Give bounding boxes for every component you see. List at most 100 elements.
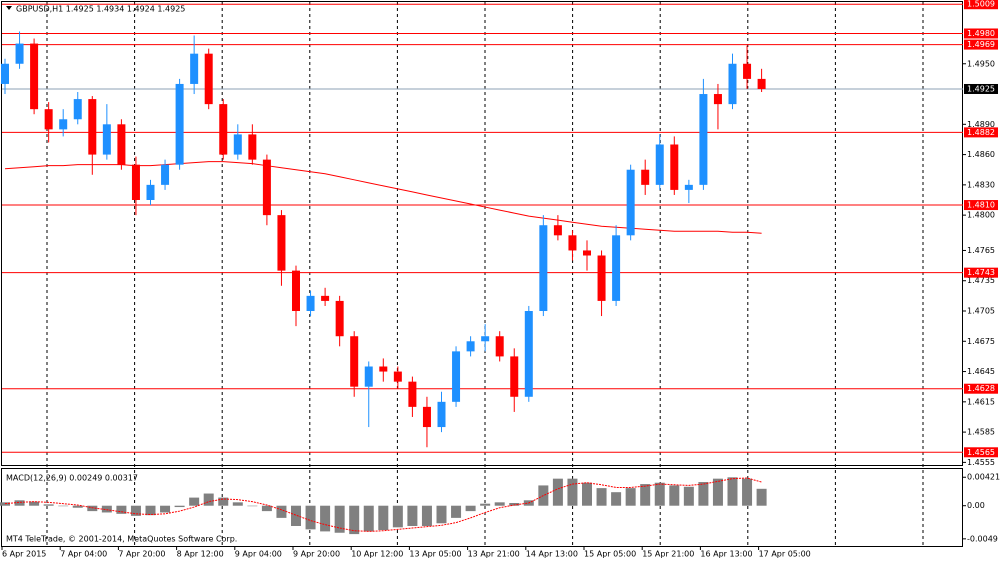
macd-frame <box>1 468 963 547</box>
level-tag <box>964 0 998 10</box>
candle-body <box>655 144 664 185</box>
y-tick-label: 1.4800 <box>967 211 995 220</box>
y-tick-label: 1.4615 <box>967 397 995 406</box>
macd-bar <box>58 505 69 507</box>
macd-signal <box>4 477 762 532</box>
macd-bar <box>567 478 578 506</box>
macd-bar <box>509 503 520 506</box>
macd-bar <box>465 505 476 512</box>
y-tick-label: 1.4585 <box>967 428 995 437</box>
x-tick-label: 6 Apr 2015 <box>2 550 46 559</box>
macd-bar <box>756 488 767 506</box>
macd-bar <box>160 505 171 513</box>
macd-bar <box>189 497 200 506</box>
y-tick-label: 1.4735 <box>967 276 995 285</box>
price-label: 1.4925 <box>967 84 995 93</box>
macd-bar <box>291 505 301 526</box>
macd-bar <box>669 485 680 506</box>
macd-bar <box>363 505 374 532</box>
x-tick-label: 14 Apr 13:00 <box>526 550 578 559</box>
level-label: 1.4882 <box>967 128 995 137</box>
candle-body <box>422 406 431 428</box>
level-tag <box>964 28 998 39</box>
x-tick-label: 16 Apr 13:00 <box>700 550 752 559</box>
level-tag <box>964 383 998 394</box>
candle-body <box>15 43 24 64</box>
candle-body <box>408 381 417 407</box>
candle-body <box>1 63 9 84</box>
macd-bar <box>305 505 316 530</box>
candle-body <box>437 401 446 428</box>
y-tick-label: 1.4675 <box>967 337 995 346</box>
candle-body <box>553 225 562 236</box>
level-tag <box>964 447 998 458</box>
candle-body <box>641 169 650 185</box>
candle-body <box>233 134 242 155</box>
symbol-header: GBPUSD,H1 1.4925 1.4934 1.4924 1.4925 <box>16 5 185 14</box>
main-frame <box>1 1 963 466</box>
level-label: 1.4565 <box>967 448 995 457</box>
y-tick-label: 1.4860 <box>967 150 995 159</box>
candle-body <box>102 124 111 155</box>
candle-body <box>306 295 315 312</box>
x-tick-label: 7 Apr 04:00 <box>60 550 107 559</box>
x-tick-label: 15 Apr 05:00 <box>584 550 636 559</box>
candle-body <box>277 215 286 271</box>
candle-body <box>73 99 82 120</box>
y-tick-label: 0.00 <box>967 501 985 510</box>
level-tag <box>964 200 998 211</box>
candle-body <box>393 371 402 382</box>
macd-bar <box>29 501 40 506</box>
level-label: 1.5009 <box>967 0 995 9</box>
y-tick-label: -0.0049 <box>967 534 998 543</box>
macd-bar <box>640 484 651 506</box>
macd-bar <box>218 497 229 506</box>
level-label: 1.4969 <box>967 40 995 49</box>
candle-body <box>568 235 577 251</box>
macd-bar <box>421 505 432 526</box>
moving-average <box>4 161 762 234</box>
candle-body <box>161 164 170 185</box>
macd-bar <box>101 505 112 513</box>
x-tick-label: 8 Apr 12:00 <box>177 550 224 559</box>
macd-bar <box>145 505 156 516</box>
y-tick-label: 1.4765 <box>967 246 995 255</box>
y-tick-label: 1.4830 <box>967 180 995 189</box>
macd-bar <box>436 505 447 524</box>
y-tick-label: 0.00421 <box>967 473 1000 482</box>
x-tick-label: 9 Apr 04:00 <box>235 550 282 559</box>
candle-body <box>684 184 693 190</box>
candle-body <box>219 104 228 155</box>
candle-body <box>481 336 490 342</box>
x-tick-label: 15 Apr 21:00 <box>642 550 694 559</box>
candle-body <box>204 53 213 105</box>
candle-body <box>146 184 155 200</box>
macd-bar <box>683 486 694 506</box>
candle-body <box>670 144 679 190</box>
candle-body <box>292 270 300 312</box>
candle-body <box>379 366 388 372</box>
macd-bar <box>116 505 127 514</box>
macd-bar <box>451 505 462 518</box>
macd-bar <box>596 488 607 506</box>
macd-bar <box>378 505 389 531</box>
level-label: 1.4743 <box>967 268 995 277</box>
candle-body <box>175 83 184 165</box>
x-tick-label: 7 Apr 20:00 <box>118 550 165 559</box>
candle-body <box>524 311 533 397</box>
macd-bar <box>261 505 272 512</box>
candle-body <box>612 235 621 301</box>
symbol-menu-arrow[interactable] <box>6 6 12 10</box>
level-tag <box>964 127 998 138</box>
candle-body <box>248 134 257 160</box>
level-label: 1.4628 <box>967 384 995 393</box>
y-tick-label: 1.4890 <box>967 120 995 129</box>
candle-body <box>699 94 708 185</box>
macd-bar <box>742 478 753 506</box>
macd-bar <box>582 482 592 506</box>
macd-bar <box>14 500 25 506</box>
macd-bar <box>712 478 723 506</box>
candle-body <box>713 94 722 105</box>
candle-body <box>466 341 475 352</box>
